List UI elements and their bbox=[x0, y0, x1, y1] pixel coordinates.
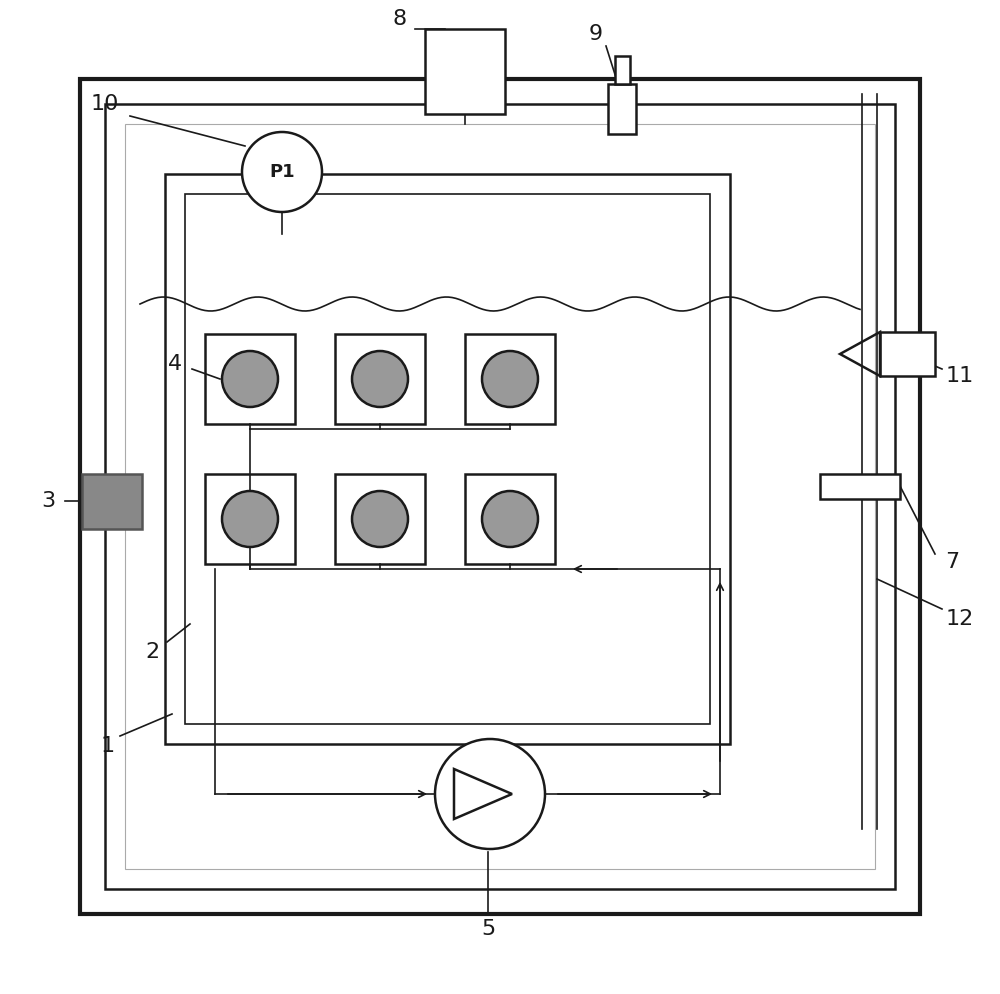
Bar bbox=[82, 474, 142, 529]
Circle shape bbox=[352, 491, 408, 547]
Bar bbox=[205, 334, 295, 424]
Circle shape bbox=[222, 351, 278, 407]
Text: 5: 5 bbox=[481, 919, 495, 939]
Bar bbox=[880, 332, 935, 376]
Circle shape bbox=[352, 351, 408, 407]
Bar bbox=[608, 84, 636, 134]
Text: 1: 1 bbox=[101, 736, 115, 756]
Text: 8: 8 bbox=[393, 9, 407, 29]
Bar bbox=[465, 474, 555, 564]
Circle shape bbox=[482, 491, 538, 547]
Text: 2: 2 bbox=[145, 642, 159, 662]
Bar bbox=[615, 56, 630, 84]
Text: 10: 10 bbox=[91, 94, 119, 114]
Bar bbox=[125, 124, 875, 869]
Bar bbox=[105, 104, 895, 889]
Bar bbox=[205, 474, 295, 564]
Bar bbox=[165, 174, 730, 744]
Text: 4: 4 bbox=[168, 354, 182, 374]
Text: 12: 12 bbox=[946, 609, 974, 629]
Bar bbox=[80, 79, 920, 914]
Circle shape bbox=[242, 132, 322, 212]
Circle shape bbox=[435, 739, 545, 849]
Text: 3: 3 bbox=[41, 491, 55, 511]
Text: 9: 9 bbox=[589, 24, 603, 44]
Bar bbox=[820, 474, 900, 499]
Text: 7: 7 bbox=[945, 552, 959, 572]
Bar bbox=[185, 194, 710, 724]
Text: P1: P1 bbox=[269, 163, 295, 181]
Bar bbox=[335, 474, 425, 564]
Text: 11: 11 bbox=[946, 366, 974, 386]
Bar bbox=[465, 334, 555, 424]
Circle shape bbox=[222, 491, 278, 547]
Circle shape bbox=[482, 351, 538, 407]
Bar bbox=[335, 334, 425, 424]
Bar bbox=[425, 29, 505, 114]
